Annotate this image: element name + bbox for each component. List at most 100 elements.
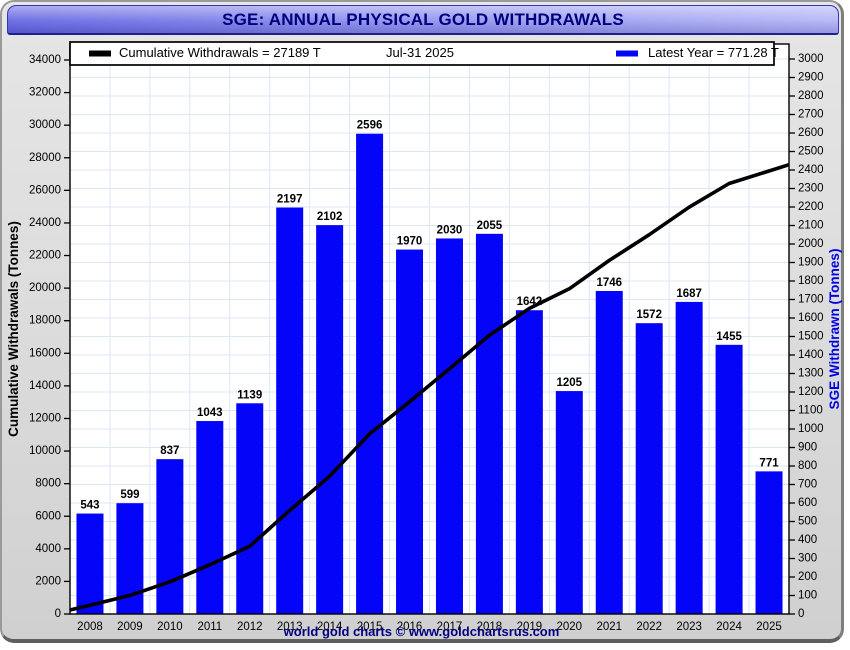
bar-value-label: 2596 (357, 120, 383, 132)
left-axis-title: Cumulative Withdrawals (Tonnes) (6, 221, 21, 437)
x-axis-label: 2017 (437, 621, 463, 633)
legend-cumulative-swatch (89, 50, 111, 57)
svg-text:34000: 34000 (29, 54, 61, 66)
bar-value-label: 1205 (557, 377, 583, 389)
bar-value-label: 599 (120, 489, 139, 501)
svg-text:1000: 1000 (798, 423, 824, 435)
bar-2010 (156, 459, 184, 614)
svg-text:16000: 16000 (29, 347, 61, 359)
bar-2020 (555, 391, 583, 614)
left-axis: 0 2000 4000 6000 8000 10000 12000 14000 16000 180… (29, 54, 70, 620)
svg-text:4000: 4000 (35, 543, 61, 555)
bar-2018 (475, 233, 503, 614)
bar-2022 (635, 323, 663, 614)
bar-2021 (595, 290, 623, 614)
bar-2014 (316, 225, 344, 614)
svg-text:24000: 24000 (29, 217, 61, 229)
legend-date-label: Jul-31 2025 (386, 45, 454, 60)
bars-group: 543 599 837 1043 1139 2197 2102 2596 1970 2030 205… (76, 120, 783, 615)
x-axis-label: 2020 (557, 621, 583, 633)
bar-2023 (675, 301, 703, 614)
svg-text:2400: 2400 (798, 164, 824, 176)
svg-text:100: 100 (798, 590, 817, 602)
x-axis-label: 2019 (517, 621, 543, 633)
x-axis-label: 2013 (277, 621, 303, 633)
right-axis-title: SGE Withdrawn (Tonnes) (827, 249, 842, 410)
bar-value-label: 1746 (596, 277, 622, 289)
bar-2011 (196, 421, 224, 614)
legend-latest-swatch (616, 50, 638, 57)
right-axis: 0 100 200 300 400 500 600 700 800 900 1000 1100 1200… (789, 53, 824, 620)
svg-text:0: 0 (55, 608, 61, 620)
svg-text:14000: 14000 (29, 380, 61, 392)
svg-text:2700: 2700 (798, 109, 824, 121)
bar-2017 (435, 238, 463, 614)
svg-text:28000: 28000 (29, 152, 61, 164)
bar-2025 (755, 471, 783, 614)
svg-text:1600: 1600 (798, 312, 824, 324)
svg-text:200: 200 (798, 571, 817, 583)
x-axis-label: 2015 (357, 621, 383, 633)
svg-text:2000: 2000 (35, 575, 61, 587)
bar-2024 (715, 344, 743, 614)
bar-value-label: 2102 (317, 211, 343, 223)
svg-text:2300: 2300 (798, 183, 824, 195)
x-axis-label: 2018 (477, 621, 503, 633)
bar-2012 (236, 403, 264, 614)
svg-text:2600: 2600 (798, 127, 824, 139)
bar-2008 (76, 513, 104, 614)
svg-text:1300: 1300 (798, 368, 824, 380)
x-axis-label: 2021 (596, 621, 622, 633)
svg-text:2000: 2000 (798, 238, 824, 250)
x-axis-label: 2025 (756, 621, 782, 633)
x-axis-labels: 2008 2009 2010 2011 2012 2013 2014 2015 2016 2017… (77, 621, 782, 633)
chart-footer-credit: world gold charts © www.goldchartsrus.co… (283, 624, 560, 639)
x-axis-label: 2010 (157, 621, 183, 633)
svg-text:900: 900 (798, 442, 817, 454)
svg-text:2500: 2500 (798, 146, 824, 158)
bar-value-label: 837 (160, 445, 179, 457)
svg-text:1900: 1900 (798, 257, 824, 269)
x-axis-label: 2016 (397, 621, 423, 633)
svg-text:1700: 1700 (798, 294, 824, 306)
svg-text:400: 400 (798, 534, 817, 546)
svg-text:12000: 12000 (29, 413, 61, 425)
cumulative-line (69, 162, 790, 612)
x-axis-label: 2014 (317, 621, 343, 633)
svg-text:20000: 20000 (29, 282, 61, 294)
svg-text:8000: 8000 (35, 478, 61, 490)
x-axis-label: 2022 (636, 621, 662, 633)
bar-value-label: 2197 (277, 194, 303, 206)
svg-text:30000: 30000 (29, 119, 61, 131)
x-axis-label: 2012 (237, 621, 263, 633)
bar-value-label: 1139 (237, 389, 262, 401)
bar-value-label: 771 (759, 457, 779, 469)
x-axis-label: 2008 (77, 621, 103, 633)
svg-text:600: 600 (798, 497, 817, 509)
svg-text:18000: 18000 (29, 315, 61, 327)
svg-text:500: 500 (798, 516, 817, 528)
svg-text:32000: 32000 (29, 87, 61, 99)
bar-2019 (515, 310, 543, 614)
legend-latest-label: Latest Year = 771.28 T (648, 45, 779, 60)
bar-value-label: 1687 (676, 288, 702, 300)
svg-text:1500: 1500 (798, 331, 824, 343)
svg-text:6000: 6000 (35, 510, 61, 522)
svg-text:700: 700 (798, 479, 817, 491)
bar-value-label: 1043 (197, 407, 223, 419)
chart-title-bar: SGE: ANNUAL PHYSICAL GOLD WITHDRAWALS (7, 5, 839, 35)
x-axis-label: 2009 (117, 621, 143, 633)
chart-title: SGE: ANNUAL PHYSICAL GOLD WITHDRAWALS (222, 9, 624, 29)
bar-value-label: 1455 (716, 331, 742, 343)
bar-2013 (276, 207, 304, 614)
svg-text:26000: 26000 (29, 184, 61, 196)
legend-cumulative-label: Cumulative Withdrawals = 27189 T (119, 45, 321, 60)
bar-value-label: 1572 (636, 309, 662, 321)
svg-text:1100: 1100 (798, 405, 823, 417)
bar-2016 (396, 249, 424, 615)
svg-text:0: 0 (798, 608, 804, 620)
bar-2015 (356, 133, 384, 615)
svg-text:2200: 2200 (798, 201, 824, 213)
